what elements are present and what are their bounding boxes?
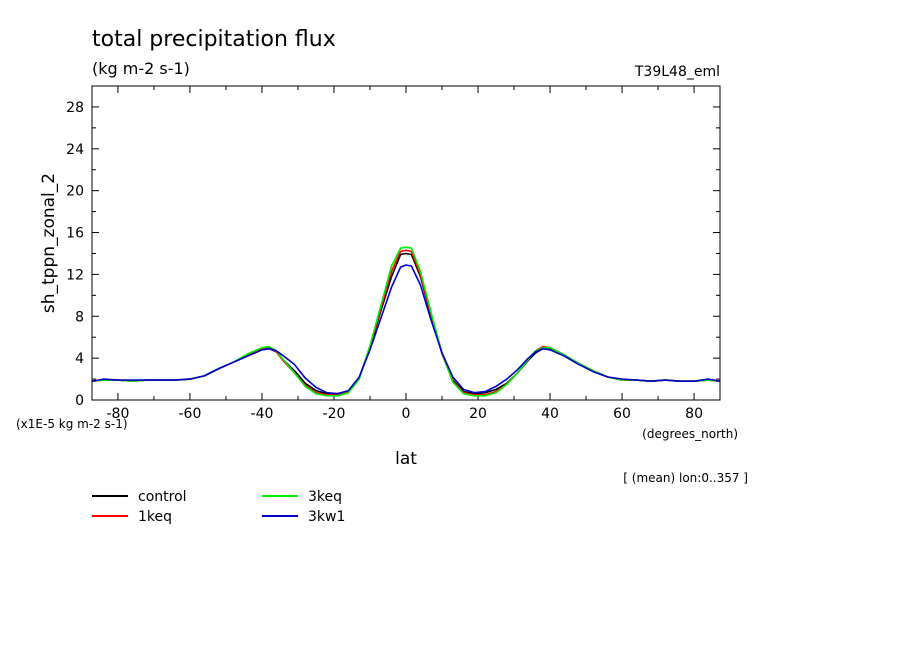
series-line-control bbox=[91, 252, 721, 395]
x-units-label: (degrees_north) bbox=[642, 427, 738, 441]
x-tick-label: -60 bbox=[179, 406, 202, 422]
y-tick-label: 28 bbox=[66, 100, 84, 116]
legend: control 1keq 3keq 3kw1 bbox=[92, 489, 345, 525]
chart-title: total precipitation flux bbox=[92, 27, 336, 52]
x-tick-label: -40 bbox=[251, 406, 274, 422]
x-tick-label: 80 bbox=[685, 406, 703, 422]
series-line-3kw1 bbox=[91, 264, 721, 395]
y-tick-label: 16 bbox=[66, 226, 84, 242]
x-tick-label: 20 bbox=[469, 406, 487, 422]
legend-label-1keq: 1keq bbox=[138, 509, 172, 525]
plot-axes: -80 -60 -40 -20 0 20 40 60 80 0 4 8 12 16 20 24 28 bbox=[66, 85, 720, 422]
x-tick-label: -20 bbox=[323, 406, 346, 422]
plot-frame bbox=[91, 85, 721, 401]
subset-note: [ (mean) lon:0..357 ] bbox=[623, 471, 748, 485]
series-line-3keq bbox=[91, 246, 721, 397]
y-tick-label: 24 bbox=[66, 142, 84, 158]
plot-lines bbox=[91, 246, 721, 397]
experiment-label: T39L48_eml bbox=[634, 64, 720, 80]
x-tick-label: 0 bbox=[402, 406, 411, 422]
x-axis-label: lat bbox=[395, 449, 417, 469]
y-tick-label: 4 bbox=[75, 351, 84, 367]
y-tick-label: 0 bbox=[75, 393, 84, 409]
x-tick-label: 60 bbox=[613, 406, 631, 422]
x-tick-label: -80 bbox=[106, 406, 129, 422]
series-line-1keq bbox=[91, 249, 721, 396]
y-tick-label: 12 bbox=[66, 267, 84, 283]
units-label: (kg m-2 s-1) bbox=[92, 59, 190, 78]
y-tick-label: 8 bbox=[75, 309, 84, 325]
y-scale-note: (x1E-5 kg m-2 s-1) bbox=[16, 417, 128, 431]
y-axis-label: sh_tppn_zonal_2 bbox=[39, 173, 59, 313]
legend-label-3keq: 3keq bbox=[308, 489, 342, 505]
legend-label-3kw1: 3kw1 bbox=[308, 509, 345, 525]
legend-label-control: control bbox=[138, 489, 187, 505]
y-tick-label: 20 bbox=[66, 184, 84, 200]
x-tick-label: 40 bbox=[541, 406, 559, 422]
